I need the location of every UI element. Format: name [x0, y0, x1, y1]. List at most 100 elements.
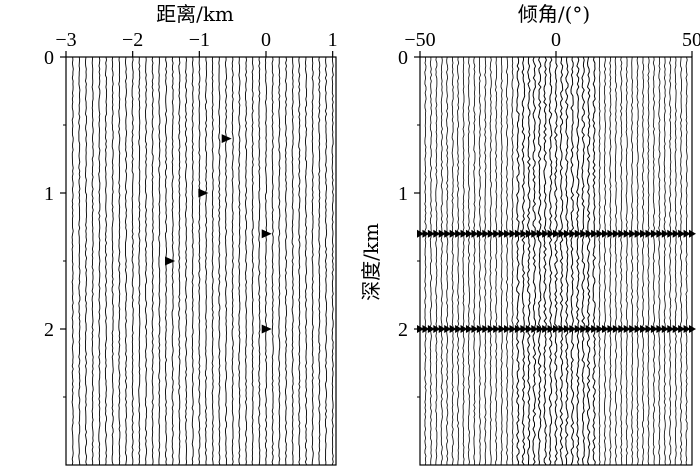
right-trace-24 [554, 57, 558, 466]
right-event-1-wedge-46 [667, 325, 675, 333]
right-event-1-wedge-47 [672, 325, 680, 333]
right-event-0-wedge-33 [596, 229, 604, 238]
right-event-1-wedge-9 [465, 325, 473, 333]
right-event-0-wedge-13 [487, 229, 495, 238]
left-trace-13 [158, 56, 161, 466]
right-event-1-wedge-14 [493, 325, 501, 333]
right-trace-30 [586, 56, 591, 466]
right-event-1-wedge-34 [601, 325, 609, 333]
right-event-0-wedge-3 [433, 229, 441, 238]
right-events [417, 229, 696, 333]
right-event-1-wedge-20 [525, 325, 533, 333]
left-trace-18 [191, 56, 194, 466]
left-trace-26 [244, 56, 248, 466]
right-event-0-wedge-43 [650, 229, 658, 238]
left-trace-10 [138, 57, 141, 466]
right-event-0-wedge-31 [585, 229, 593, 238]
panel-distance: −3 −2 −1 0 1 0 1 2 距离/km [44, 2, 338, 466]
left-trace-38 [324, 56, 328, 466]
right-trace-1 [429, 57, 432, 466]
right-event-1-wedge-13 [487, 325, 495, 333]
left-trace-21 [211, 56, 214, 466]
left-trace-29 [264, 56, 268, 466]
right-event-1-wedge-19 [520, 325, 528, 333]
right-event-0-wedge-6 [449, 229, 457, 238]
right-event-0-wedge-10 [471, 229, 479, 238]
left-trace-31 [278, 56, 281, 465]
right-event-1-wedge-30 [580, 325, 588, 333]
right-event-0-wedge-1 [422, 229, 430, 238]
left-trace-3 [91, 56, 94, 466]
right-trace-23 [548, 56, 553, 466]
right-event-1-wedge-29 [574, 325, 582, 333]
right-event-1-wedge-33 [596, 325, 604, 333]
right-event-0-wedge-17 [509, 229, 517, 238]
right-event-1-wedge-22 [536, 325, 544, 333]
right-event-0-wedge-22 [536, 229, 544, 238]
left-trace-9 [131, 56, 134, 466]
right-event-1-wedge-38 [623, 325, 631, 333]
right-trace-16 [511, 56, 514, 466]
right-event-1-wedge-42 [645, 325, 653, 333]
right-event-1-wedge-48 [678, 325, 686, 333]
right-event-1-wedge-1 [422, 325, 430, 333]
right-trace-0 [424, 56, 427, 466]
right-y-tick-label-0: 0 [398, 47, 408, 69]
right-event-1-wedge-2 [427, 325, 435, 333]
right-trace-42 [652, 56, 655, 466]
right-event-0-wedge-14 [493, 229, 501, 238]
right-event-0-wedge-9 [465, 229, 473, 238]
right-event-1-wedge-28 [569, 325, 577, 333]
right-trace-31 [592, 56, 597, 466]
right-event-0-wedge-24 [547, 229, 555, 238]
right-event-0-wedge-42 [645, 229, 653, 238]
right-event-0-wedge-40 [634, 229, 642, 238]
left-reflector-4 [261, 324, 272, 334]
left-trace-0 [71, 56, 74, 466]
right-trace-45 [669, 56, 672, 466]
right-event-1-wedge-32 [591, 325, 599, 333]
right-event-0-wedge-38 [623, 229, 631, 238]
right-event-1-wedge-8 [460, 325, 468, 333]
left-trace-25 [238, 57, 241, 466]
left-trace-23 [224, 56, 228, 465]
right-event-1-wedge-49 [683, 325, 691, 333]
left-trace-32 [284, 56, 288, 466]
right-event-0-wedge-35 [607, 229, 615, 238]
right-event-1-wedge-6 [449, 325, 457, 333]
right-y-tick-label-1: 1 [398, 183, 408, 205]
left-trace-6 [111, 56, 114, 466]
right-trace-29 [581, 56, 586, 466]
left-trace-35 [304, 56, 308, 466]
left-x-tick-label-0: −3 [55, 29, 76, 51]
right-event-0-wedge-21 [531, 229, 539, 238]
right-event-0-wedge-46 [667, 229, 675, 238]
right-event-1-wedge-17 [509, 325, 517, 333]
right-event-1-wedge-25 [553, 325, 560, 333]
right-trace-36 [620, 56, 623, 466]
right-trace-19 [526, 56, 531, 465]
left-trace-39 [331, 56, 334, 466]
right-trace-32 [598, 57, 601, 466]
right-event-1-wedge-39 [629, 325, 637, 333]
left-trace-22 [218, 57, 221, 466]
left-x-axis-label: 距离/km [156, 2, 234, 26]
right-event-1-wedge-5 [444, 325, 452, 333]
left-trace-1 [78, 56, 81, 466]
right-event-1-wedge-27 [563, 325, 571, 333]
right-x-tick-label-1: 0 [551, 29, 561, 51]
right-event-0-wedge-30 [580, 229, 588, 238]
right-event-0-wedge-27 [563, 229, 571, 238]
right-event-0-wedge-34 [601, 229, 609, 238]
right-event-1-wedge-4 [438, 325, 446, 333]
right-event-1-wedge-21 [531, 325, 539, 333]
panel-dip-angle: −50 0 50 012 倾角/(°) 深度/km [359, 2, 700, 466]
right-trace-3 [440, 56, 443, 466]
left-trace-30 [271, 56, 274, 466]
left-trace-20 [204, 56, 208, 466]
right-x-tick-label-2: 50 [682, 29, 700, 51]
left-trace-27 [251, 57, 254, 466]
right-event-1-wedge-11 [476, 325, 484, 333]
right-trace-37 [625, 56, 628, 466]
